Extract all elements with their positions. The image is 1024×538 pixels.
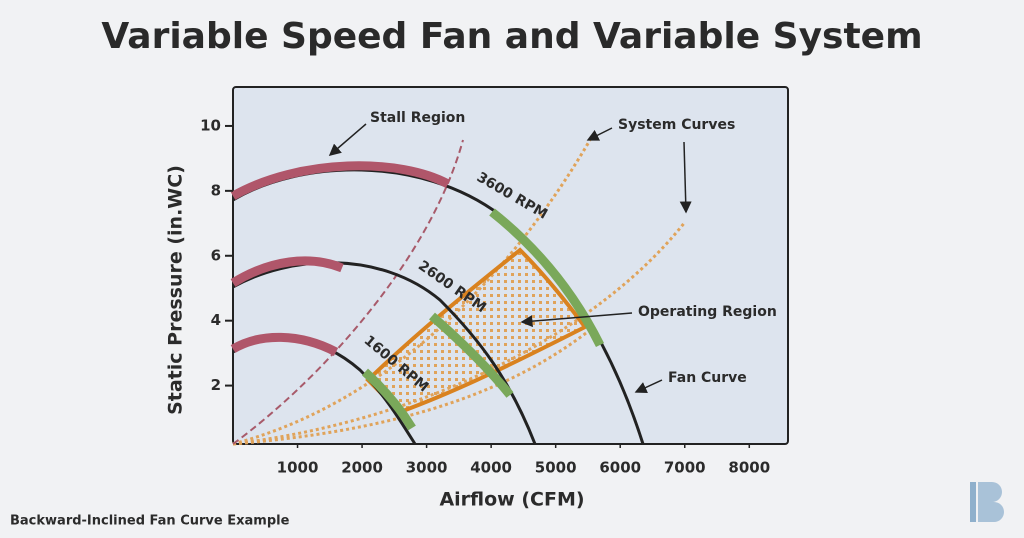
x-tick-label: 6000 — [599, 459, 641, 477]
arrow — [586, 127, 613, 141]
logo — [970, 482, 1004, 522]
y-tick-label: 8 — [211, 181, 221, 199]
x-axis-label: Airflow (CFM) — [439, 489, 584, 511]
arrow — [520, 312, 633, 328]
x-tick-label: 1000 — [277, 459, 319, 477]
x-tick-label: 8000 — [728, 459, 770, 477]
stall-arc — [230, 332, 339, 357]
x-tick-label: 5000 — [535, 459, 577, 477]
annotation: Stall Region — [370, 110, 465, 126]
arrow — [679, 141, 692, 214]
efficient-segment — [489, 208, 605, 348]
chart-title: Variable Speed Fan and Variable System — [101, 16, 922, 57]
caption: Backward-Inclined Fan Curve Example — [10, 514, 290, 529]
x-tick-label: 7000 — [664, 459, 706, 477]
curves — [230, 123, 692, 446]
stall-arc — [230, 256, 344, 287]
y-tick-label: 6 — [211, 246, 221, 264]
system-curve — [232, 139, 592, 446]
annotation: Operating Region — [638, 304, 777, 320]
system-curve — [232, 221, 687, 446]
x-tick-label: 4000 — [470, 459, 512, 477]
x-tick-label: 2000 — [341, 459, 383, 477]
y-tick-label: 10 — [200, 116, 221, 134]
operating-region — [365, 247, 589, 415]
y-tick-label: 2 — [211, 376, 221, 394]
x-tick-label: 3000 — [406, 459, 448, 477]
annotation: System Curves — [618, 117, 735, 133]
y-tick-label: 4 — [211, 311, 221, 329]
efficient-segment — [361, 368, 416, 431]
arrow — [328, 123, 367, 156]
efficient-segment — [429, 312, 514, 398]
arrow — [634, 379, 663, 394]
annotation: Fan Curve — [668, 370, 747, 386]
y-axis-label: Static Pressure (in.WC) — [165, 165, 187, 415]
stall-arc — [230, 161, 451, 200]
